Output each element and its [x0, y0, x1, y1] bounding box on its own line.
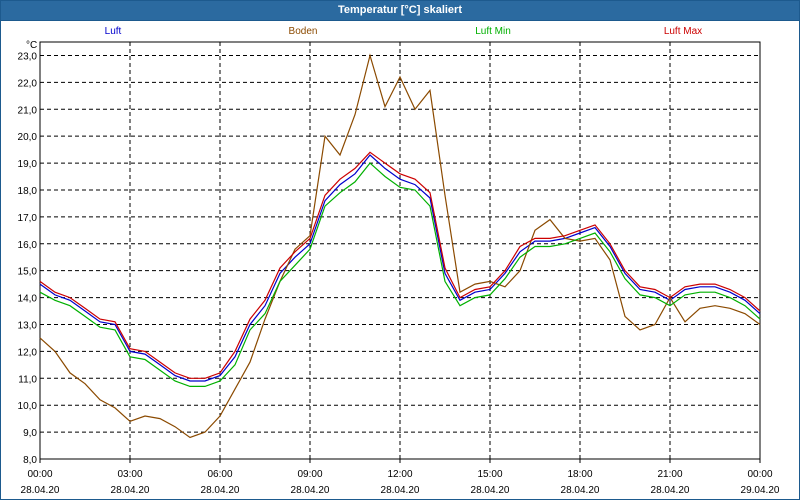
y-axis-ticks: 8,0 9,0 10,0 11,0 12,0 13,0 14,0 15,0 16,0 17,0 18…: [18, 51, 38, 466]
legend-item-luft: Luft: [105, 26, 122, 37]
y-tick-label: 8,0: [23, 455, 37, 466]
x-tick-date: 28.04.20: [291, 485, 330, 496]
y-tick-label: 11,0: [18, 374, 37, 385]
legend-item-luft-min: Luft Min: [475, 26, 511, 37]
x-tick-date: 28.04.20: [561, 485, 600, 496]
y-tick-label: 21,0: [18, 105, 38, 116]
x-tick-time: 18:00: [567, 469, 592, 480]
series-lines: [39, 53, 761, 439]
x-tick-time: 00:00: [747, 469, 772, 480]
x-tick-time: 03:00: [117, 469, 142, 480]
x-tick-date: 28.04.20: [21, 485, 60, 496]
chart-title: Temperatur [°C] skaliert: [1, 1, 799, 21]
y-tick-label: 17,0: [18, 213, 38, 224]
y-axis-unit: °C: [26, 40, 37, 51]
x-tick-time: 15:00: [477, 469, 502, 480]
x-tick-date: 29.04.20: [741, 485, 780, 496]
legend-item-luft-max: Luft Max: [664, 26, 702, 37]
x-tick-time: 12:00: [387, 469, 412, 480]
x-tick-date: 28.04.20: [471, 485, 510, 496]
x-tick-time: 09:00: [297, 469, 322, 480]
y-tick-label: 14,0: [18, 294, 38, 305]
y-tick-label: 22,0: [18, 78, 38, 89]
x-tick-date: 28.04.20: [651, 485, 690, 496]
x-tick-date: 28.04.20: [381, 485, 420, 496]
y-tick-label: 12,0: [18, 347, 38, 358]
series-line-luft-max: [39, 151, 761, 379]
y-tick-label: 13,0: [18, 320, 38, 331]
x-tick-time: 00:00: [27, 469, 52, 480]
legend-item-boden: Boden: [289, 26, 318, 37]
series-line-luft: [39, 154, 761, 382]
x-tick-time: 21:00: [657, 469, 682, 480]
x-tick-time: 06:00: [207, 469, 232, 480]
axes: [39, 41, 761, 463]
y-tick-label: 20,0: [18, 132, 38, 143]
plot-border: [39, 41, 761, 460]
series-line-luft-min: [39, 162, 761, 387]
y-tick-label: 9,0: [23, 428, 37, 439]
y-tick-label: 18,0: [18, 186, 38, 197]
y-tick-label: 23,0: [18, 51, 38, 62]
y-tick-label: 15,0: [18, 267, 38, 278]
y-tick-label: 10,0: [18, 401, 38, 412]
grid: [40, 42, 760, 459]
x-axis-ticks: 00:00 28.04.20 03:00 28.04.20 06:00 28.04.20 0…: [21, 469, 780, 496]
series-line-boden: [39, 53, 761, 439]
legend: Luft Boden Luft Min Luft Max: [105, 26, 703, 37]
y-tick-label: 16,0: [18, 240, 38, 251]
x-tick-date: 28.04.20: [201, 485, 240, 496]
y-tick-label: 19,0: [18, 159, 38, 170]
x-tick-date: 28.04.20: [111, 485, 150, 496]
